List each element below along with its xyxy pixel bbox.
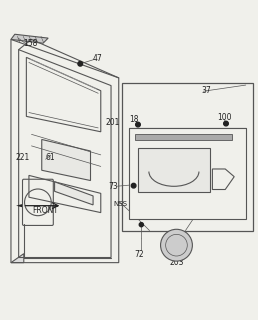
Polygon shape bbox=[138, 148, 210, 192]
Text: 18: 18 bbox=[129, 115, 139, 124]
Circle shape bbox=[136, 122, 140, 127]
Polygon shape bbox=[42, 140, 91, 180]
Text: NSS: NSS bbox=[177, 201, 191, 207]
Text: 221: 221 bbox=[15, 153, 30, 162]
Text: 37: 37 bbox=[201, 86, 211, 95]
Text: 201: 201 bbox=[105, 118, 119, 127]
Text: 72: 72 bbox=[134, 250, 144, 259]
Circle shape bbox=[131, 183, 136, 188]
Text: 202: 202 bbox=[226, 169, 240, 178]
Polygon shape bbox=[11, 254, 24, 263]
Polygon shape bbox=[11, 34, 48, 43]
Text: 47: 47 bbox=[93, 54, 103, 63]
Polygon shape bbox=[129, 128, 246, 219]
Text: 205: 205 bbox=[228, 157, 242, 166]
Circle shape bbox=[224, 121, 228, 126]
Circle shape bbox=[160, 229, 192, 261]
Text: 100: 100 bbox=[217, 113, 232, 122]
Bar bbox=[135, 134, 232, 140]
Text: 61: 61 bbox=[46, 153, 55, 162]
Polygon shape bbox=[16, 204, 22, 207]
Circle shape bbox=[78, 61, 83, 66]
Bar bbox=[122, 83, 253, 231]
Text: 203: 203 bbox=[169, 258, 184, 267]
Polygon shape bbox=[55, 182, 93, 205]
Circle shape bbox=[139, 223, 143, 227]
Text: NSS: NSS bbox=[113, 201, 127, 207]
Text: 73: 73 bbox=[109, 182, 118, 191]
Text: 158: 158 bbox=[23, 39, 37, 48]
Text: 127: 127 bbox=[136, 130, 150, 139]
Text: FRONT: FRONT bbox=[33, 206, 59, 215]
